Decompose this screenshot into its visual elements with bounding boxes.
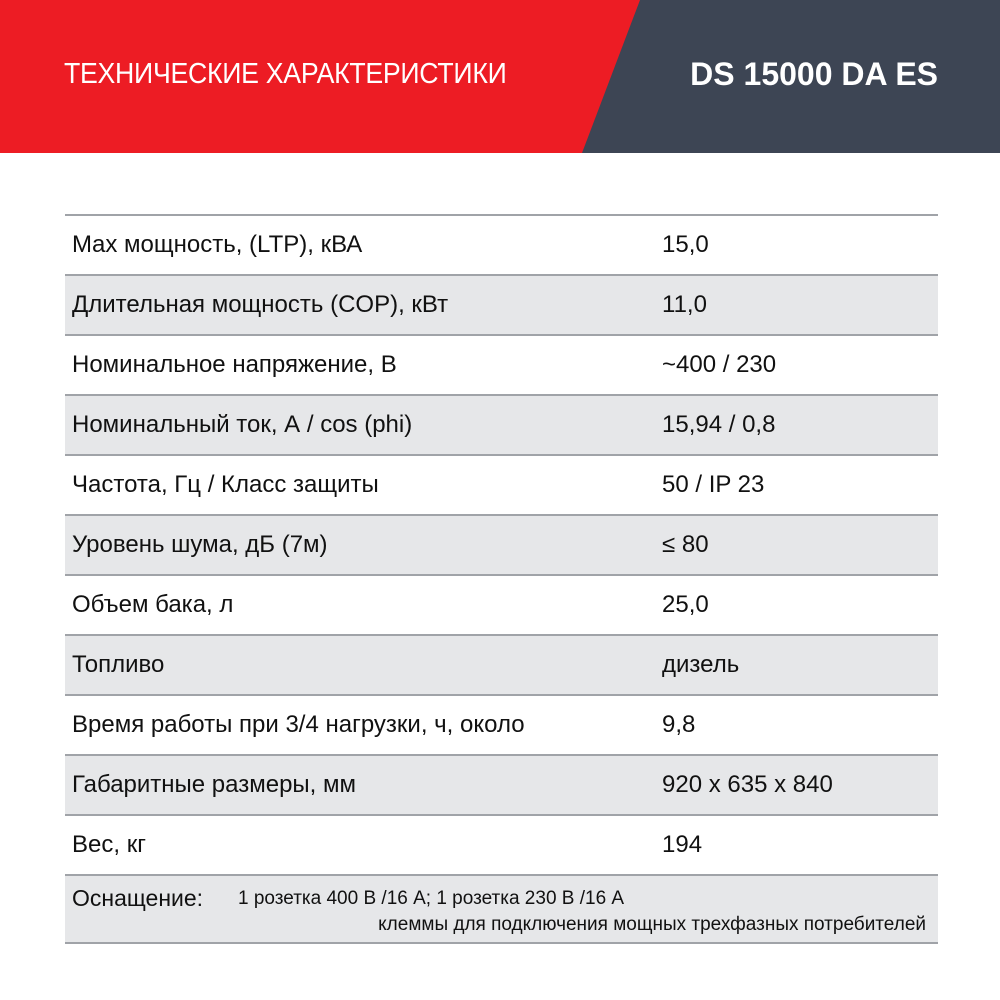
spec-row: Номинальный ток, А / cos (phi) 15,94 / 0,…	[65, 396, 938, 456]
spec-row: Уровень шума, дБ (7м) ≤ 80	[65, 516, 938, 576]
spec-row: Время работы при 3/4 нагрузки, ч, около 9…	[65, 696, 938, 756]
spec-value: дизель	[662, 651, 740, 678]
equipment-label: Оснащение:	[72, 885, 204, 911]
spec-label: Частота, Гц / Класс защиты	[72, 471, 379, 498]
spec-label: Номинальное напряжение, В	[72, 351, 397, 378]
equipment-line-2: клеммы для подключения мощных трехфазных…	[378, 914, 926, 935]
header-banner: ТЕХНИЧЕСКИЕ ХАРАКТЕРИСТИКИ DS 15000 DA E…	[0, 0, 1000, 153]
specs-table: Max мощность, (LTP), кВА 15,0 Длительная м…	[65, 214, 938, 944]
page-title: ТЕХНИЧЕСКИЕ ХАРАКТЕРИСТИКИ	[64, 58, 507, 90]
spec-label: Топливо	[72, 651, 165, 678]
spec-row: Длительная мощность (COP), кВт 11,0	[65, 276, 938, 336]
header-background	[0, 0, 1000, 153]
spec-label: Max мощность, (LTP), кВА	[72, 231, 363, 258]
spec-label: Объем бака, л	[72, 591, 234, 618]
spec-label: Номинальный ток, А / cos (phi)	[72, 411, 413, 438]
spec-value: 194	[662, 831, 703, 858]
spec-value: 11,0	[662, 291, 707, 318]
equipment-row: Оснащение: 1 розетка 400 В /16 А; 1 розет…	[65, 876, 938, 944]
spec-label: Уровень шума, дБ (7м)	[72, 531, 328, 558]
spec-row: Номинальное напряжение, В ~400 / 230	[65, 336, 938, 396]
spec-value: 25,0	[662, 591, 709, 618]
spec-value: ≤ 80	[662, 531, 709, 558]
spec-value: 920 x 635 x 840	[662, 771, 833, 798]
spec-label: Длительная мощность (COP), кВт	[72, 291, 449, 318]
equipment-line-1: 1 розетка 400 В /16 А; 1 розетка 230 В /…	[238, 888, 625, 909]
spec-row: Топливо дизель	[65, 636, 938, 696]
spec-value: 15,0	[662, 231, 709, 258]
spec-label: Габаритные размеры, мм	[72, 771, 357, 798]
spec-label: Время работы при 3/4 нагрузки, ч, около	[72, 711, 525, 738]
model-name: DS 15000 DA ES	[690, 56, 938, 92]
spec-row: Частота, Гц / Класс защиты 50 / IP 23	[65, 456, 938, 516]
spec-value: 15,94 / 0,8	[662, 411, 776, 438]
spec-row: Объем бака, л 25,0	[65, 576, 938, 636]
spec-row: Габаритные размеры, мм 920 x 635 x 840	[65, 756, 938, 816]
spec-row: Max мощность, (LTP), кВА 15,0	[65, 216, 938, 276]
spec-row: Вес, кг 194	[65, 816, 938, 876]
spec-label: Вес, кг	[72, 831, 146, 858]
spec-value: ~400 / 230	[662, 351, 777, 378]
spec-value: 50 / IP 23	[662, 471, 765, 498]
spec-value: 9,8	[662, 711, 696, 738]
